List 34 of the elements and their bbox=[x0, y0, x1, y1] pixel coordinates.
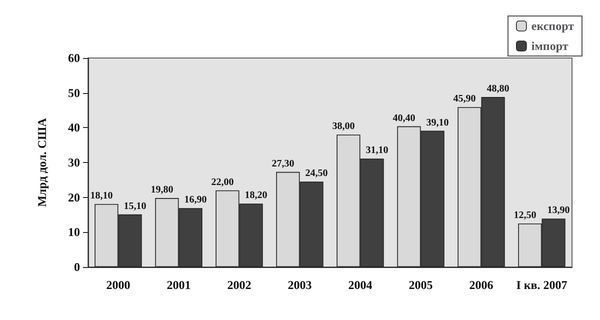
legend-label: експорт bbox=[531, 19, 574, 33]
data-label: 24,50 bbox=[305, 168, 328, 180]
x-tick-label: 2006 bbox=[469, 278, 494, 292]
y-tick-label: 20 bbox=[68, 190, 80, 204]
data-label: 48,80 bbox=[486, 84, 510, 95]
data-label: 12,50 bbox=[514, 210, 536, 221]
data-label: 31,10 bbox=[366, 145, 388, 156]
x-tick-label: 2000 bbox=[106, 278, 130, 292]
data-label: 27,30 bbox=[272, 158, 294, 170]
data-label: 16,90 bbox=[184, 194, 207, 206]
y-tick-label: 50 bbox=[68, 86, 80, 100]
data-label: 40,40 bbox=[392, 112, 416, 124]
x-tick-label: 2002 bbox=[227, 278, 252, 292]
data-label: 18,20 bbox=[244, 190, 268, 202]
y-tick-label: 10 bbox=[68, 225, 80, 240]
data-label: 22,00 bbox=[211, 176, 234, 188]
data-label: 38,00 bbox=[332, 121, 355, 132]
y-tick-label: 40 bbox=[68, 120, 80, 135]
y-axis-title: Млрд дол. США bbox=[35, 118, 49, 207]
y-tick-label: 30 bbox=[68, 156, 80, 170]
data-label: 18,10 bbox=[90, 190, 113, 202]
data-label: 45,90 bbox=[453, 94, 476, 105]
x-tick-label: 2004 bbox=[348, 278, 372, 292]
x-tick-label: I кв. 2007 bbox=[516, 278, 568, 292]
x-tick-label: 2001 bbox=[166, 278, 191, 292]
x-tick-label: 2003 bbox=[288, 278, 312, 292]
x-tick-label: 2005 bbox=[408, 278, 433, 292]
data-label: 13,90 bbox=[547, 205, 570, 216]
data-label: 19,80 bbox=[150, 184, 174, 196]
legend-label: імпорт bbox=[531, 39, 568, 53]
data-label: 15,10 bbox=[124, 200, 146, 212]
data-label: 39,10 bbox=[426, 117, 449, 128]
y-tick-label: 60 bbox=[68, 51, 80, 65]
y-tick-label: 0 bbox=[74, 260, 80, 274]
